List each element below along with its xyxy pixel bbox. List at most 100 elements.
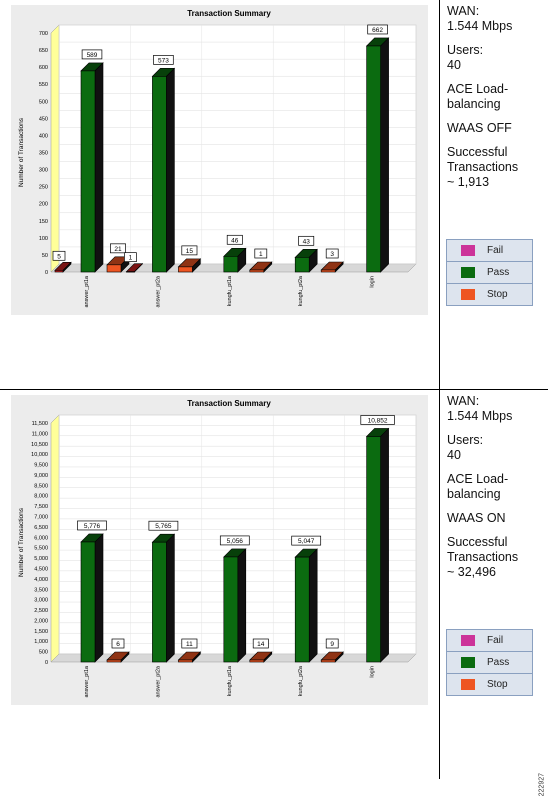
data-label: 11 xyxy=(186,641,193,648)
y-axis-label: Number of Transactions xyxy=(18,117,25,187)
y-tick-label: 3,000 xyxy=(34,598,48,604)
x-tick-label: kungfu_pt1a xyxy=(227,275,233,306)
data-label-box xyxy=(181,638,198,649)
y-tick-label: 1,000 xyxy=(34,639,48,645)
y-tick-label: 200 xyxy=(39,202,48,208)
data-label: 9 xyxy=(330,641,334,648)
legend-item-pass: Pass xyxy=(447,652,532,674)
bar-stop xyxy=(320,269,336,273)
swatch-pass xyxy=(461,267,475,278)
legend: Fail Pass Stop xyxy=(446,629,533,696)
swatch-fail xyxy=(461,635,475,646)
swatch-fail xyxy=(461,245,475,256)
bar-stop xyxy=(106,659,122,663)
bar-pass-side xyxy=(380,37,389,273)
data-label-box xyxy=(110,243,126,254)
data-label-box xyxy=(181,245,198,256)
data-label: 662 xyxy=(372,27,383,34)
y-tick-label: 8,000 xyxy=(34,494,48,500)
bar-pass-side xyxy=(380,427,389,663)
y-tick-label: 9,500 xyxy=(34,463,48,469)
x-tick-label: answer_pt1a xyxy=(84,665,90,697)
successful-label: Successful xyxy=(447,145,508,159)
y-tick-label: 10,500 xyxy=(31,442,48,448)
data-label-box xyxy=(226,234,243,245)
x-tick-label: login xyxy=(370,276,376,288)
y-tick-label: 300 xyxy=(39,168,48,174)
bar-pass xyxy=(223,556,239,663)
y-tick-label: 500 xyxy=(39,650,48,656)
successful-value: ~ 1,913 xyxy=(447,175,490,189)
x-tick-label: kungfu_pt2a xyxy=(298,665,304,696)
users-value: 40 xyxy=(447,58,461,72)
y-tick-label: 8,500 xyxy=(34,483,48,489)
y-tick-label: 2,000 xyxy=(34,618,48,624)
bar-stop xyxy=(249,659,265,663)
bar-stop xyxy=(178,659,193,663)
ace-line2: balancing xyxy=(447,97,501,111)
bar-pass-side xyxy=(94,62,104,273)
chart-svg: Transaction Summary 0 500 1,000 1,500 2,000 2,… xyxy=(18,399,417,698)
ace-line1: ACE Load- xyxy=(447,82,509,96)
y-tick-label: 1,500 xyxy=(34,629,48,635)
swatch-pass xyxy=(461,657,475,668)
swatch-stop xyxy=(461,289,475,300)
info-text: WAN: 1.544 Mbps Users: 40 ACE Load- bala… xyxy=(447,394,543,589)
data-label-box xyxy=(124,252,137,263)
y-tick-label: 7,000 xyxy=(34,515,48,521)
data-label-box xyxy=(298,235,315,246)
y-tick-label: 6,500 xyxy=(34,525,48,531)
data-label-box xyxy=(148,520,179,531)
data-label: 3 xyxy=(330,251,334,258)
y-tick-label: 6,000 xyxy=(34,535,48,541)
legend-item-stop: Stop xyxy=(447,284,532,305)
bar-fail xyxy=(54,269,64,273)
chart-title: Transaction Summary xyxy=(187,399,271,408)
x-tick-label: login xyxy=(370,666,376,678)
x-tick-label: kungfu_pt2a xyxy=(298,275,304,306)
bar-pass xyxy=(294,556,310,663)
y-tick-label: 4,500 xyxy=(34,566,48,572)
data-label: 15 xyxy=(186,248,194,255)
data-label: 573 xyxy=(158,57,169,64)
data-label-box xyxy=(325,248,339,259)
bar-pass xyxy=(80,70,96,273)
data-label: 21 xyxy=(114,246,122,253)
data-label-box xyxy=(360,415,395,425)
bar-pass-side xyxy=(166,533,175,663)
data-label-box xyxy=(291,535,322,546)
wan-value: 1.544 Mbps xyxy=(447,409,513,423)
y-tick-label: 50 xyxy=(42,253,48,259)
data-label-box xyxy=(325,638,339,649)
data-label: 5,047 xyxy=(298,538,315,545)
y-tick-label: 700 xyxy=(39,31,48,37)
data-label: 1 xyxy=(129,255,133,262)
data-label-box xyxy=(77,520,107,531)
x-tick-label: answer_pt1a xyxy=(84,275,90,307)
users-label: Users: xyxy=(447,433,484,447)
legend-label: Pass xyxy=(487,267,510,278)
data-label-box xyxy=(219,535,250,546)
y-tick-label: 5,500 xyxy=(34,546,48,552)
bar-pass xyxy=(223,255,239,273)
bar-pass xyxy=(152,76,167,273)
bar-pass xyxy=(366,45,381,273)
y-tick-label: 100 xyxy=(39,236,48,242)
y-tick-label: 400 xyxy=(39,133,48,139)
bar-fail xyxy=(126,271,135,273)
bar-pass-side xyxy=(166,67,175,273)
ace-line2: balancing xyxy=(447,487,501,501)
bar-stop xyxy=(320,659,336,663)
bar-pass xyxy=(294,257,310,273)
y-tick-label: 0 xyxy=(45,270,48,276)
legend-label: Pass xyxy=(487,657,510,668)
swatch-stop xyxy=(461,679,475,690)
y-tick-label: 2,500 xyxy=(34,608,48,614)
legend-label: Fail xyxy=(487,635,504,646)
y-tick-label: 500 xyxy=(39,99,48,105)
data-label-box xyxy=(52,250,66,261)
successful-label: Successful xyxy=(447,535,508,549)
data-label: 5 xyxy=(57,253,61,260)
y-axis-label: Number of Transactions xyxy=(18,507,25,577)
data-label-box xyxy=(252,638,269,649)
